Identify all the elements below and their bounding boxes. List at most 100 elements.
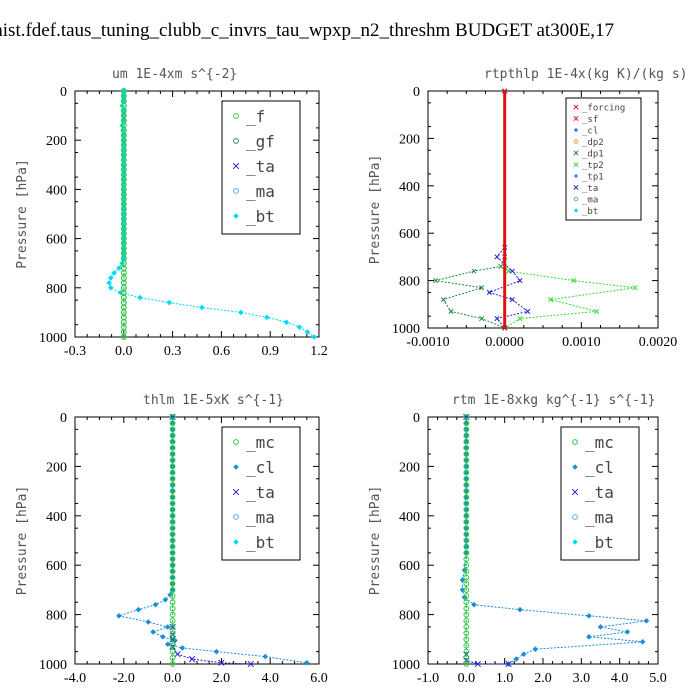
x-tick-label: 5.0	[649, 671, 667, 686]
series-point	[169, 512, 176, 519]
series-point	[463, 636, 470, 643]
series-point	[169, 642, 176, 649]
series-point	[169, 587, 176, 593]
series-point	[137, 294, 143, 301]
series-point	[169, 426, 176, 433]
series-point	[169, 550, 176, 556]
series-point	[169, 500, 176, 507]
x-tick-label: 0.0	[458, 671, 476, 686]
y-tick-label: 1000	[39, 331, 67, 346]
series-point	[121, 240, 127, 247]
series-point	[233, 439, 239, 445]
series-point	[188, 655, 196, 663]
series-point	[169, 451, 176, 457]
panel-title: rtpthlp 1E-4x(kg K)/(kg s)	[484, 67, 688, 82]
series-mc	[463, 414, 470, 667]
series-point	[479, 315, 485, 322]
x-tick-label: 0.0020	[639, 335, 678, 350]
x-tick-label: 0.3	[164, 344, 182, 359]
x-tick-label: -0.3	[64, 344, 86, 359]
series-point	[463, 457, 470, 464]
series-point	[572, 439, 578, 445]
series-point	[572, 464, 578, 470]
legend-label: _cl	[246, 458, 275, 477]
y-axis-label: Pressure [hPa]	[15, 486, 30, 596]
series-point	[169, 482, 176, 488]
series-point	[474, 660, 481, 668]
series-point	[121, 132, 127, 139]
y-tick-label: 200	[399, 460, 420, 475]
chart-panel-3: rtm 1E-8xkg kg^{-1} s^{-1} Pressure [hPa]…	[368, 393, 667, 686]
series-point	[169, 420, 176, 426]
chart-panel-1: rtpthlp 1E-4x(kg K)/(kg s) Pressure [hPa]…	[368, 67, 688, 350]
series-point	[463, 574, 470, 581]
y-tick-label: 400	[399, 510, 420, 525]
series-point	[597, 624, 604, 630]
series-point	[169, 438, 176, 445]
series-point	[169, 605, 176, 612]
series-point	[463, 611, 470, 618]
x-tick-label: 1.0	[496, 671, 514, 686]
series-point	[164, 641, 171, 648]
series-point	[509, 268, 515, 274]
series-point	[169, 525, 176, 531]
y-tick-label: 800	[46, 609, 67, 624]
series-point	[121, 98, 127, 104]
x-tick-label: 0.9	[261, 344, 279, 359]
y-tick-label: 200	[399, 132, 420, 147]
legend-label: _mc	[585, 433, 614, 452]
series-point	[121, 255, 127, 262]
legend-label: _cl	[582, 127, 598, 137]
series-point	[121, 107, 127, 114]
series-point	[199, 304, 205, 311]
series-point	[573, 184, 579, 191]
series-point	[513, 656, 519, 662]
series-point	[463, 605, 470, 612]
series-point	[111, 270, 117, 276]
series-point	[440, 297, 446, 303]
series-point	[107, 275, 114, 281]
y-tick-label: 600	[399, 227, 420, 242]
series-point	[169, 457, 176, 464]
series-point	[448, 308, 454, 314]
x-tick-label: -1.0	[417, 671, 439, 686]
legend-label: _ta	[246, 483, 275, 502]
series-forcing	[502, 88, 508, 331]
series-point	[586, 613, 592, 619]
legend-label: _ma	[585, 508, 614, 527]
series-point	[517, 606, 523, 613]
series-point	[532, 646, 539, 652]
series-point	[311, 334, 317, 340]
series-point	[169, 661, 176, 667]
chart-panel-2: thlm 1E-5xK s^{-1} Pressure [hPa] 0 200 400 6…	[15, 393, 328, 686]
legend-label: _bt	[582, 207, 598, 217]
x-tick-label: 0.0000	[485, 335, 524, 350]
series-point	[463, 654, 470, 661]
legend-label: _gf	[246, 132, 275, 151]
series-point	[639, 638, 646, 645]
series-point	[169, 562, 176, 569]
legend-label: _ta	[582, 184, 598, 194]
series-point	[573, 196, 579, 202]
series-point	[573, 115, 579, 122]
series-point	[264, 314, 270, 321]
series-point	[304, 659, 310, 666]
series-point	[169, 414, 176, 420]
x-tick-label: 4.0	[611, 671, 629, 686]
series-point	[169, 519, 176, 525]
series-point	[463, 426, 470, 433]
series-point	[573, 150, 579, 156]
legend-label: _tp2	[582, 161, 604, 171]
series-point	[548, 297, 554, 303]
series-point	[573, 173, 579, 179]
legend-label: _dp2	[582, 138, 604, 148]
legend-label: _ma	[246, 182, 275, 201]
series-point	[463, 630, 470, 637]
series-point	[463, 519, 470, 525]
series-point	[116, 265, 122, 271]
series-point	[521, 651, 527, 657]
y-tick-label: 800	[399, 609, 420, 624]
series-point	[135, 606, 142, 613]
series-point	[169, 432, 176, 439]
series-point	[571, 488, 579, 496]
